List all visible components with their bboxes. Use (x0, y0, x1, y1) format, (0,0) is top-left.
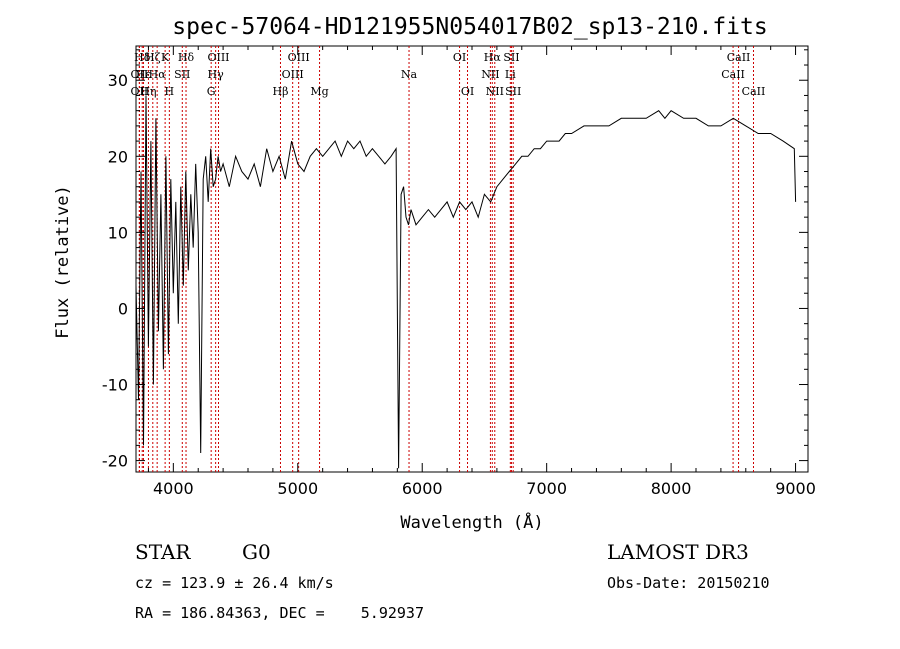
spectral-line-label: K (161, 51, 170, 64)
spectral-line-label: CaII (721, 68, 745, 81)
spectral-line-labels: HδOIIOIIHεHηHζHαKHSIIHδGHγOIIIHβOIIIOIII… (131, 51, 766, 98)
y-tick-label: 10 (108, 223, 128, 242)
spectral-line-label: Hα (484, 51, 502, 64)
spectral-line-label: OI (453, 51, 466, 64)
y-tick-label: -10 (102, 376, 128, 395)
spectral-line-label: Hα (149, 68, 167, 81)
flux-series-line (135, 95, 797, 469)
y-axis-ticks: -20 -10 0 10 20 30 (102, 49, 808, 471)
spectral-line-label: Hγ (208, 68, 225, 81)
x-tick-label: 4000 (153, 479, 194, 498)
spectral-line-label: CaII (742, 85, 766, 98)
y-tick-label: -20 (102, 452, 128, 471)
x-tick-label: 5000 (277, 479, 318, 498)
y-tick-label: 0 (118, 299, 128, 318)
spectral-line-label: SII (505, 85, 521, 98)
y-tick-label: 30 (108, 71, 128, 90)
x-tick-label: 6000 (402, 479, 443, 498)
coordinates: RA = 186.84363, DEC = 5.92937 (135, 604, 424, 622)
spectral-line-label: OII (131, 85, 149, 98)
spectral-line-label: OI (461, 85, 474, 98)
spectral-line-label: OIII (207, 51, 229, 64)
spectral-line-label: Hβ (273, 85, 289, 98)
spectral-line-label: OII (131, 68, 149, 81)
survey-name: LAMOST DR3 (607, 540, 749, 564)
x-tick-label: 9000 (775, 479, 816, 498)
spectral-line-label: Hδ (178, 51, 195, 64)
redshift-text: cz = 123.9 ± 26.4 km/s (135, 574, 334, 592)
spectral-line-markers (138, 46, 754, 472)
spectral-line-label: Mg (310, 85, 328, 98)
object-subclass: G0 (242, 540, 271, 564)
spectral-line-label: Na (401, 68, 418, 81)
spectral-line-label: NII (481, 68, 499, 81)
spectral-line-label: OIII (288, 51, 310, 64)
spectral-line-label: Hζ (145, 51, 161, 64)
spectral-line-label: H (165, 85, 175, 98)
x-tick-label: 8000 (651, 479, 692, 498)
chart-title: spec-57064-HD121955N054017B02_sp13-210.f… (172, 14, 767, 40)
x-axis-ticks: 4000 5000 6000 7000 8000 9000 (147, 46, 816, 498)
spectral-line-label: Hε (136, 68, 152, 81)
y-tick-label: 20 (108, 147, 128, 166)
spectral-line-label: NII (486, 85, 504, 98)
spectral-line-label: Hδ (134, 51, 151, 64)
spectral-line-label: SII (503, 51, 519, 64)
spectral-line-label: Li (505, 68, 516, 81)
spectral-line-label: Hη (140, 85, 156, 98)
spectral-line-label: SII (174, 68, 190, 81)
spectral-line-label: G (207, 85, 216, 98)
x-axis-label: Wavelength (Å) (400, 511, 543, 533)
object-type: STAR (135, 540, 191, 564)
obs-date: Obs-Date: 20150210 (607, 574, 770, 592)
spectral-line-label: CaII (727, 51, 751, 64)
plot-frame (135, 45, 809, 473)
spectral-line-label: OIII (282, 68, 304, 81)
y-axis-label: Flux (relative) (53, 185, 73, 339)
x-tick-label: 7000 (526, 479, 567, 498)
